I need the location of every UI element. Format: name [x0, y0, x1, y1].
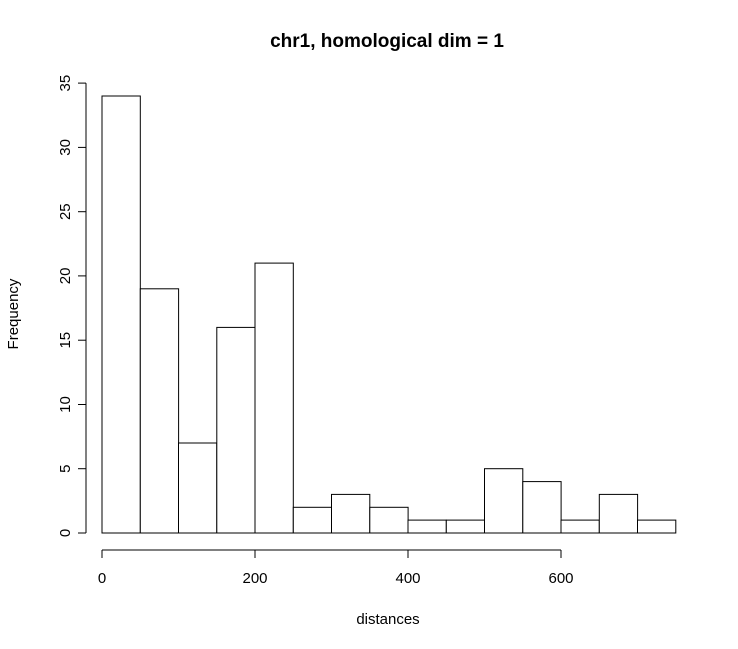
histogram-bar-150-200	[216, 326, 256, 534]
y-tick-label-15: 15	[57, 332, 74, 349]
histogram-bar-300-350	[331, 493, 371, 534]
histogram-bar-600-650	[560, 519, 600, 534]
histogram-bar-450-500	[445, 519, 486, 534]
histogram-bar-550-600	[522, 481, 562, 534]
y-tick-label-20: 20	[57, 268, 74, 285]
y-tick-label-0: 0	[57, 529, 74, 537]
y-axis-label: Frequency	[5, 278, 22, 349]
chart-title: chr1, homological dim = 1	[270, 31, 504, 52]
histogram-bar-350-400	[369, 506, 409, 534]
histogram-bar-100-150	[178, 442, 218, 534]
y-tick-label-30: 30	[57, 139, 74, 156]
histogram-bar-200-250	[254, 262, 294, 534]
histogram-bar-650-700	[598, 493, 639, 534]
histogram-bar-400-450	[407, 519, 447, 534]
x-tick-label-600: 600	[548, 570, 573, 587]
x-tick-label-0: 0	[98, 570, 106, 587]
y-tick-label-35: 35	[57, 75, 74, 92]
histogram-bar-50-100	[139, 288, 180, 534]
histogram-bar-0-50	[101, 95, 141, 534]
x-tick-label-200: 200	[242, 570, 267, 587]
y-axis: 0 5 10 15 20 25 30 35	[57, 75, 87, 537]
histogram-bar-500-550	[484, 468, 524, 534]
y-tick-label-25: 25	[57, 203, 74, 220]
histogram-bar-250-300	[292, 506, 333, 534]
x-tick-label-400: 400	[395, 570, 420, 587]
x-axis: 0 200 400 600	[98, 549, 574, 587]
x-axis-label: distances	[356, 611, 419, 628]
bars-group	[101, 95, 677, 534]
y-tick-label-5: 5	[57, 465, 74, 473]
y-tick-label-10: 10	[57, 396, 74, 413]
histogram-bar-700-750	[637, 519, 677, 534]
